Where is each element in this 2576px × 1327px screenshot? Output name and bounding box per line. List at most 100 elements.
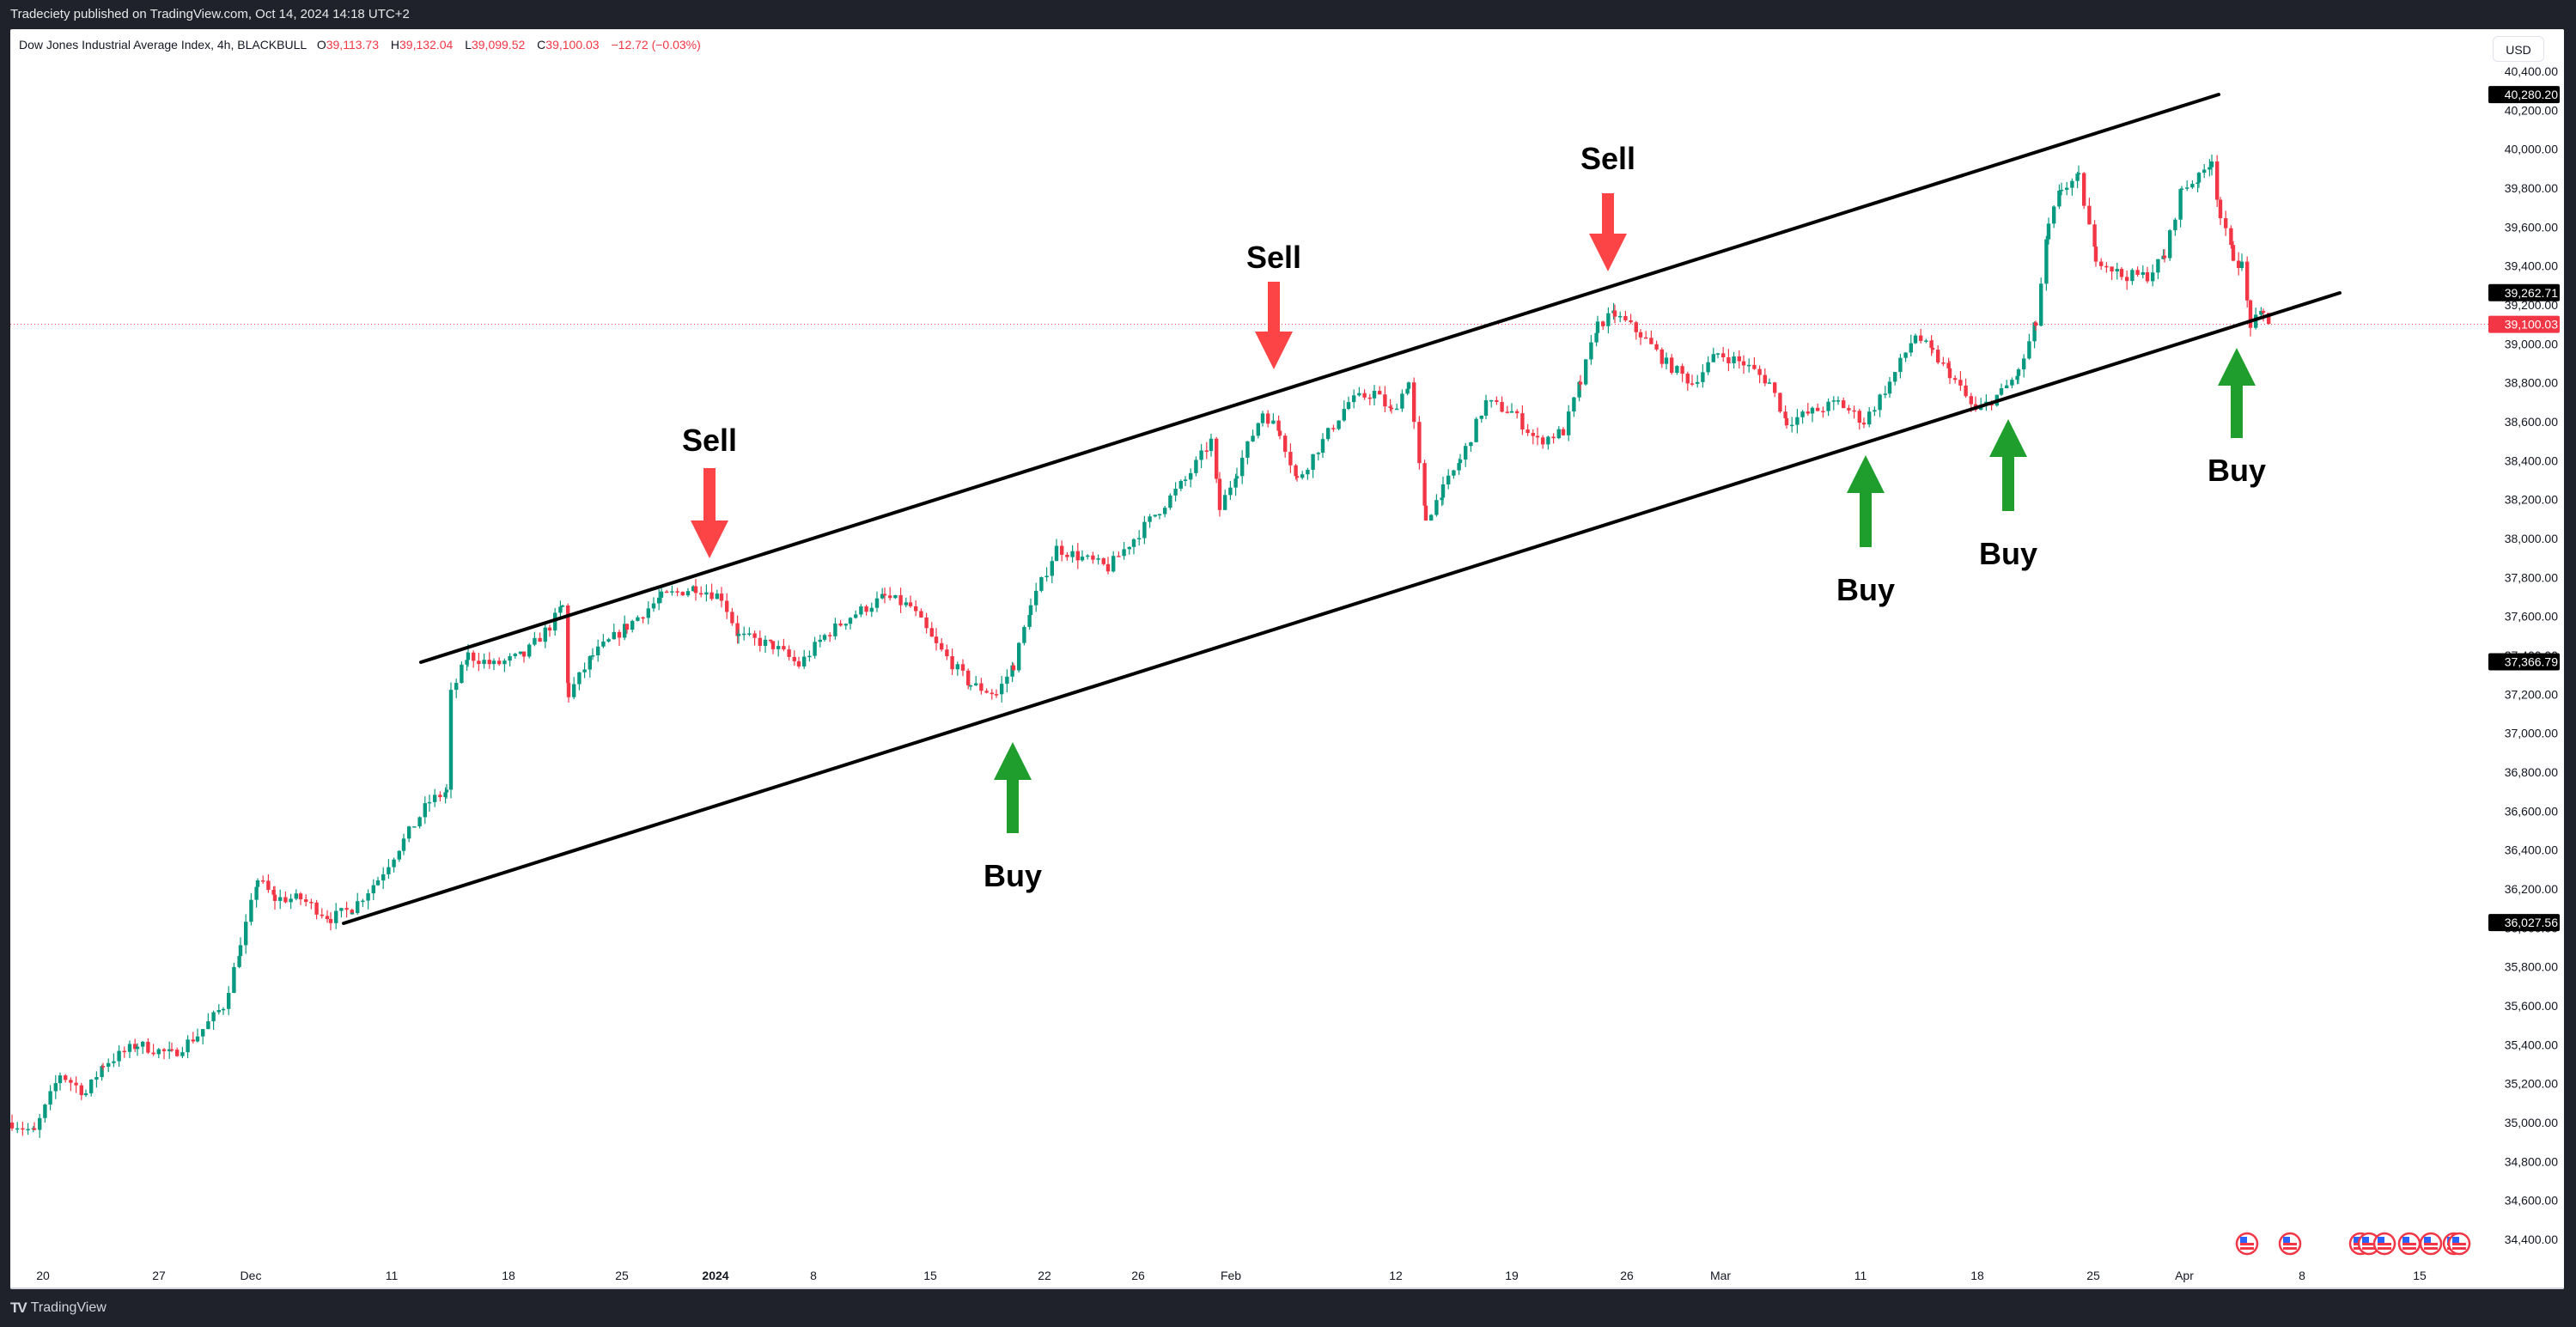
candle-body — [289, 898, 293, 903]
candle-body — [2218, 199, 2223, 219]
candle-body — [1577, 381, 1581, 398]
chart-panel[interactable]: Sell Sell Sell Buy Buy Buy Buy 40,400.00 40,200.… — [10, 29, 2564, 1289]
candle-body — [818, 639, 822, 642]
candle-body — [83, 1093, 88, 1096]
candle-body — [2005, 385, 2009, 388]
candle-body — [1520, 413, 1525, 430]
candle-body — [1664, 357, 1669, 364]
channel-upper-line[interactable] — [419, 93, 2220, 664]
candle-body — [167, 1049, 172, 1051]
candle-body — [1288, 452, 1293, 466]
candle-body — [1531, 433, 1535, 436]
us-flag-canton — [2452, 1237, 2459, 1243]
candle-body — [2215, 161, 2220, 200]
candle-body — [74, 1082, 78, 1086]
us-flag-stripe — [2424, 1247, 2438, 1250]
candle-body — [1826, 401, 1830, 411]
candle-body — [401, 838, 406, 851]
candle-body — [1440, 497, 1444, 501]
candle-body — [1958, 380, 1963, 386]
candle-body — [2254, 314, 2258, 328]
candle-body — [2057, 190, 2061, 207]
us-flag-canton — [2378, 1237, 2384, 1243]
candle-body — [2208, 167, 2212, 170]
candle-body — [582, 669, 587, 673]
candle-body — [1584, 359, 1588, 385]
candle-body — [2156, 259, 2160, 273]
candle-body — [693, 586, 698, 593]
candle-body — [955, 664, 959, 670]
candle-body — [1878, 394, 1882, 411]
candle-body — [1117, 556, 1121, 557]
candle-body — [2115, 269, 2119, 272]
candle-body — [381, 874, 386, 881]
candle-body — [796, 660, 801, 667]
candle-body — [1634, 322, 1638, 332]
candle-body — [2104, 265, 2109, 268]
price-marker-label: 39,262.71 — [2505, 286, 2558, 300]
candle-body — [2231, 245, 2236, 261]
candle-body — [1204, 450, 1209, 452]
candle-body — [135, 1046, 140, 1050]
candle-body — [1594, 332, 1599, 343]
open-label: O — [316, 38, 326, 52]
candle-body — [1847, 408, 1851, 411]
candle-body — [566, 683, 571, 697]
candle-body — [438, 794, 442, 798]
candle-body — [244, 922, 248, 946]
candle-body — [272, 894, 277, 901]
candle-body — [1936, 350, 1940, 363]
candle-body — [1405, 388, 1410, 394]
candle-body — [1526, 429, 1530, 434]
candle-body — [1489, 399, 1494, 402]
price-marker-label: 36,027.56 — [2505, 916, 2558, 929]
candle-body — [1464, 446, 1468, 460]
price-tick-label: 38,000.00 — [2505, 532, 2558, 545]
symbol-legend: Dow Jones Industrial Average Index, 4h, … — [19, 38, 709, 52]
candle-body — [543, 627, 547, 642]
candle-body — [1757, 368, 1762, 375]
candle-body — [1953, 378, 1958, 380]
candle-body — [1898, 357, 1903, 373]
currency-button[interactable]: USD — [2493, 36, 2544, 62]
candle-body — [1245, 441, 1250, 458]
price-chart[interactable]: Sell Sell Sell Buy Buy Buy Buy 40,400.00 40,200.… — [10, 29, 2564, 1289]
channel-lower-line[interactable] — [342, 291, 2342, 925]
candle-body — [1423, 505, 1428, 521]
us-flag-stripe — [2240, 1247, 2254, 1250]
price-tick-label: 37,200.00 — [2505, 687, 2558, 701]
candle-body — [1306, 469, 1310, 475]
candle-body — [1737, 356, 1741, 362]
candle-body — [979, 683, 984, 691]
candle-body — [487, 660, 491, 665]
candle-body — [371, 885, 375, 894]
candle-body — [298, 893, 303, 900]
candle-body — [719, 593, 724, 601]
candle-body — [122, 1050, 126, 1053]
candle-body — [325, 916, 330, 920]
candle-body — [558, 606, 563, 613]
candle-body — [175, 1050, 180, 1056]
candle-body — [2092, 224, 2097, 247]
candle-body — [201, 1029, 205, 1037]
candle-body — [2032, 322, 2037, 342]
candle-body — [1122, 549, 1126, 557]
candle-body — [1696, 381, 1700, 384]
candle-body — [15, 1128, 20, 1130]
candle-body — [1148, 516, 1152, 522]
candle-body — [1434, 500, 1439, 515]
buy-arrow-icon — [1989, 419, 2027, 511]
price-tick-label: 35,400.00 — [2505, 1038, 2558, 1051]
candle-body — [1601, 321, 1605, 326]
candle-body — [169, 1049, 174, 1051]
time-tick-label: 15 — [2413, 1269, 2427, 1282]
candle-body — [304, 899, 308, 903]
candle-body — [1919, 335, 1923, 341]
candle-body — [392, 859, 396, 867]
candle-body — [1440, 484, 1446, 498]
candle-body — [1649, 338, 1653, 344]
candle-body — [1233, 478, 1238, 488]
price-tick-label: 39,200.00 — [2505, 298, 2558, 312]
candle-body — [2125, 277, 2129, 282]
candle-body — [792, 656, 796, 661]
